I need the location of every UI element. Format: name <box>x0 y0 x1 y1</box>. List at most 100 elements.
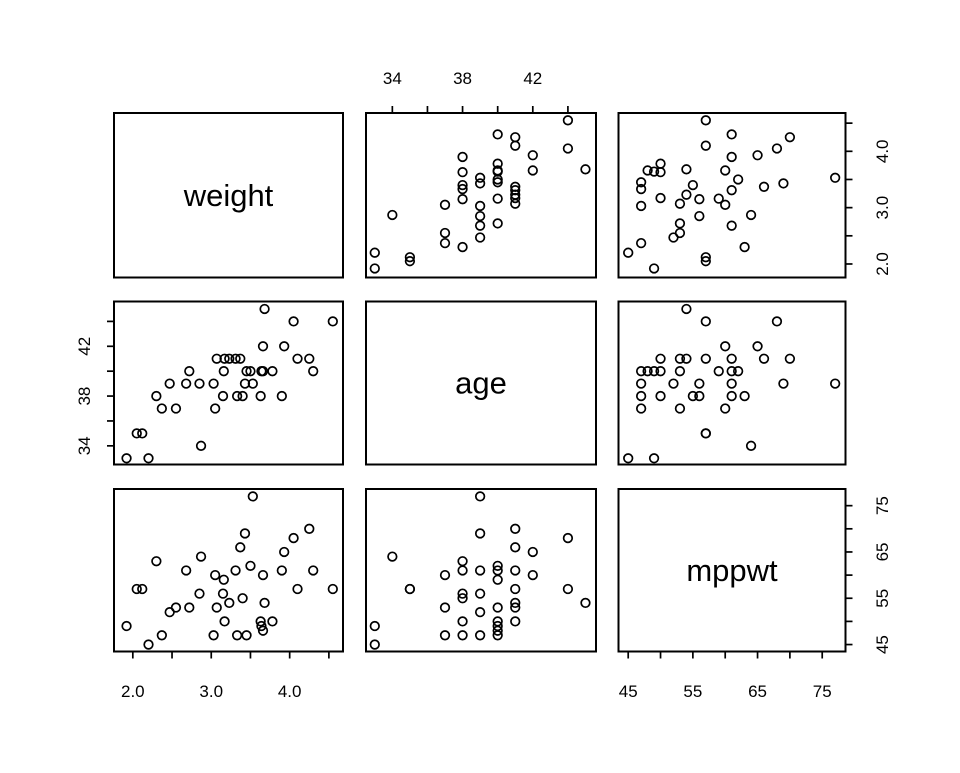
data-point <box>369 247 380 258</box>
data-point <box>726 185 737 196</box>
data-point <box>745 440 757 451</box>
data-point <box>292 583 303 595</box>
data-point <box>404 583 416 595</box>
data-point <box>771 143 783 154</box>
data-point <box>121 453 132 464</box>
data-point <box>580 164 591 175</box>
data-point <box>208 630 219 641</box>
data-point <box>259 597 270 609</box>
data-point <box>474 210 486 222</box>
axis-tick-label: 2.0 <box>873 252 892 276</box>
data-point <box>241 630 252 641</box>
axis-tick-label: 38 <box>453 69 472 88</box>
data-point <box>474 606 486 618</box>
data-point <box>492 165 503 176</box>
data-point <box>474 588 486 599</box>
data-point <box>259 303 270 315</box>
data-point <box>279 341 290 352</box>
data-point <box>267 616 278 627</box>
data-point <box>235 353 246 364</box>
data-point <box>830 172 841 183</box>
data-point <box>635 390 647 402</box>
data-point <box>137 428 148 439</box>
data-point <box>181 565 192 576</box>
axis-tick-label: 4.0 <box>873 139 892 163</box>
data-point <box>211 602 222 613</box>
data-point <box>527 546 538 558</box>
diagonal-label-mppwt: mppwt <box>686 553 778 588</box>
data-point <box>492 616 503 627</box>
data-point <box>726 390 737 402</box>
data-point <box>681 189 692 200</box>
data-point <box>510 583 521 595</box>
data-point <box>224 353 235 364</box>
data-point <box>235 542 246 553</box>
data-point <box>648 263 660 274</box>
data-point <box>655 366 666 377</box>
data-point <box>151 390 162 402</box>
axis-tick-label: 75 <box>873 496 892 515</box>
data-point <box>830 378 841 389</box>
data-point <box>457 616 468 627</box>
axis-tick-label: 42 <box>75 337 94 356</box>
data-point <box>510 565 521 576</box>
panel-border <box>113 112 344 279</box>
data-point <box>655 390 666 402</box>
data-point <box>237 390 248 402</box>
panel-weight-weight: weight <box>113 112 344 279</box>
data-point <box>655 192 666 204</box>
data-point <box>195 551 207 562</box>
data-point <box>720 199 731 210</box>
data-point <box>510 181 521 192</box>
data-point <box>210 569 221 581</box>
data-point <box>170 403 182 414</box>
panel-border <box>617 300 847 466</box>
data-point <box>580 597 591 609</box>
data-point <box>694 390 705 402</box>
data-point <box>474 630 486 641</box>
data-point <box>219 616 230 627</box>
data-point <box>510 597 521 609</box>
data-point <box>492 560 503 572</box>
data-point <box>231 390 243 402</box>
data-point <box>239 528 251 539</box>
data-point <box>758 353 770 364</box>
data-point <box>694 194 705 205</box>
data-point <box>279 546 290 558</box>
data-point <box>726 353 737 364</box>
data-point <box>131 428 142 439</box>
data-point <box>121 620 132 632</box>
data-point <box>700 252 711 263</box>
data-point <box>474 528 486 539</box>
data-point <box>681 353 692 364</box>
data-point <box>256 620 267 632</box>
data-point <box>635 378 647 389</box>
axis-tick-label: 38 <box>75 387 94 406</box>
data-point <box>304 523 315 534</box>
panel-age-weight <box>113 300 344 466</box>
data-point <box>700 115 711 126</box>
data-point <box>726 378 737 389</box>
data-point <box>771 316 783 327</box>
panel-border <box>617 488 847 653</box>
data-point <box>720 165 731 176</box>
data-point <box>327 583 338 595</box>
data-point <box>700 316 711 327</box>
data-point <box>510 616 521 627</box>
axis-tick-label: 45 <box>619 682 638 701</box>
data-point <box>304 353 315 364</box>
panel-border <box>365 112 597 279</box>
panel-border <box>365 300 597 466</box>
data-point <box>164 606 175 618</box>
data-point <box>700 428 711 439</box>
data-point <box>655 158 666 169</box>
data-point <box>245 560 256 572</box>
data-point <box>404 256 416 267</box>
data-point <box>492 193 503 204</box>
data-point <box>369 639 380 650</box>
data-point <box>642 366 653 377</box>
data-point <box>439 602 451 613</box>
data-point <box>217 390 229 402</box>
